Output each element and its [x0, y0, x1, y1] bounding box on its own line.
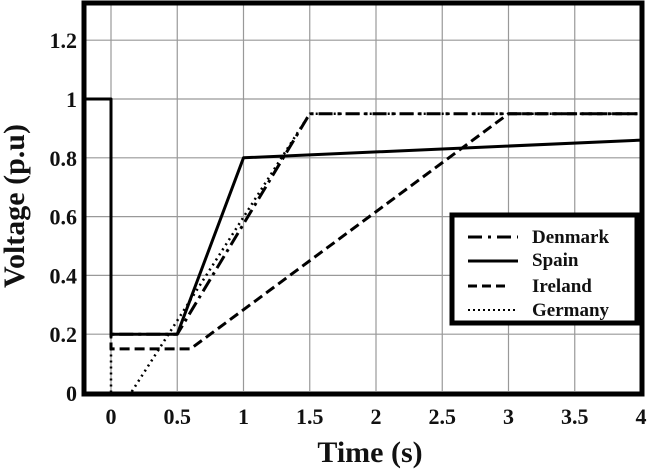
y-tick-label: 0: [66, 381, 77, 406]
y-tick-label: 0.4: [50, 263, 78, 288]
y-tick-label: 1: [66, 87, 77, 112]
y-axis-label: Voltage (p.u): [0, 124, 31, 288]
plot-frame: [81, 0, 645, 397]
legend: Denmark Spain Ireland Germany: [449, 212, 640, 326]
legend-item-spain: Spain: [468, 250, 579, 271]
legend-label-ireland: Ireland: [532, 276, 592, 297]
series-ireland: [84, 97, 641, 351]
y-tick-label: 1.2: [50, 28, 78, 53]
y-tick-label: 0.8: [50, 146, 78, 171]
y-tick-label: 0.2: [50, 322, 78, 347]
x-tick-label: 3.5: [561, 404, 589, 429]
legend-label-spain: Spain: [532, 250, 579, 271]
x-tick-label: 4: [636, 404, 647, 429]
y-tick-labels: 0 0.2 0.4 0.6 0.8 1 1.2: [50, 28, 78, 406]
legend-item-ireland: Ireland: [468, 276, 592, 297]
legend-box: [449, 212, 640, 326]
x-tick-label: 0: [106, 404, 117, 429]
x-tick-label: 0.5: [164, 404, 192, 429]
x-tick-label: 1.5: [296, 404, 324, 429]
x-tick-label: 2: [371, 404, 382, 429]
x-tick-label: 2.5: [429, 404, 457, 429]
x-axis-label: Time (s): [317, 436, 422, 469]
x-tick-label: 3: [503, 404, 514, 429]
legend-label-germany: Germany: [532, 300, 610, 321]
legend-item-germany: Germany: [468, 300, 610, 321]
y-tick-label: 0.6: [50, 205, 78, 230]
legend-item-denmark: Denmark: [468, 227, 609, 248]
x-tick-labels: 0 0.5 1 1.5 2 2.5 3 3.5 4: [106, 404, 647, 429]
legend-label-denmark: Denmark: [532, 227, 609, 248]
x-tick-label: 1: [238, 404, 249, 429]
